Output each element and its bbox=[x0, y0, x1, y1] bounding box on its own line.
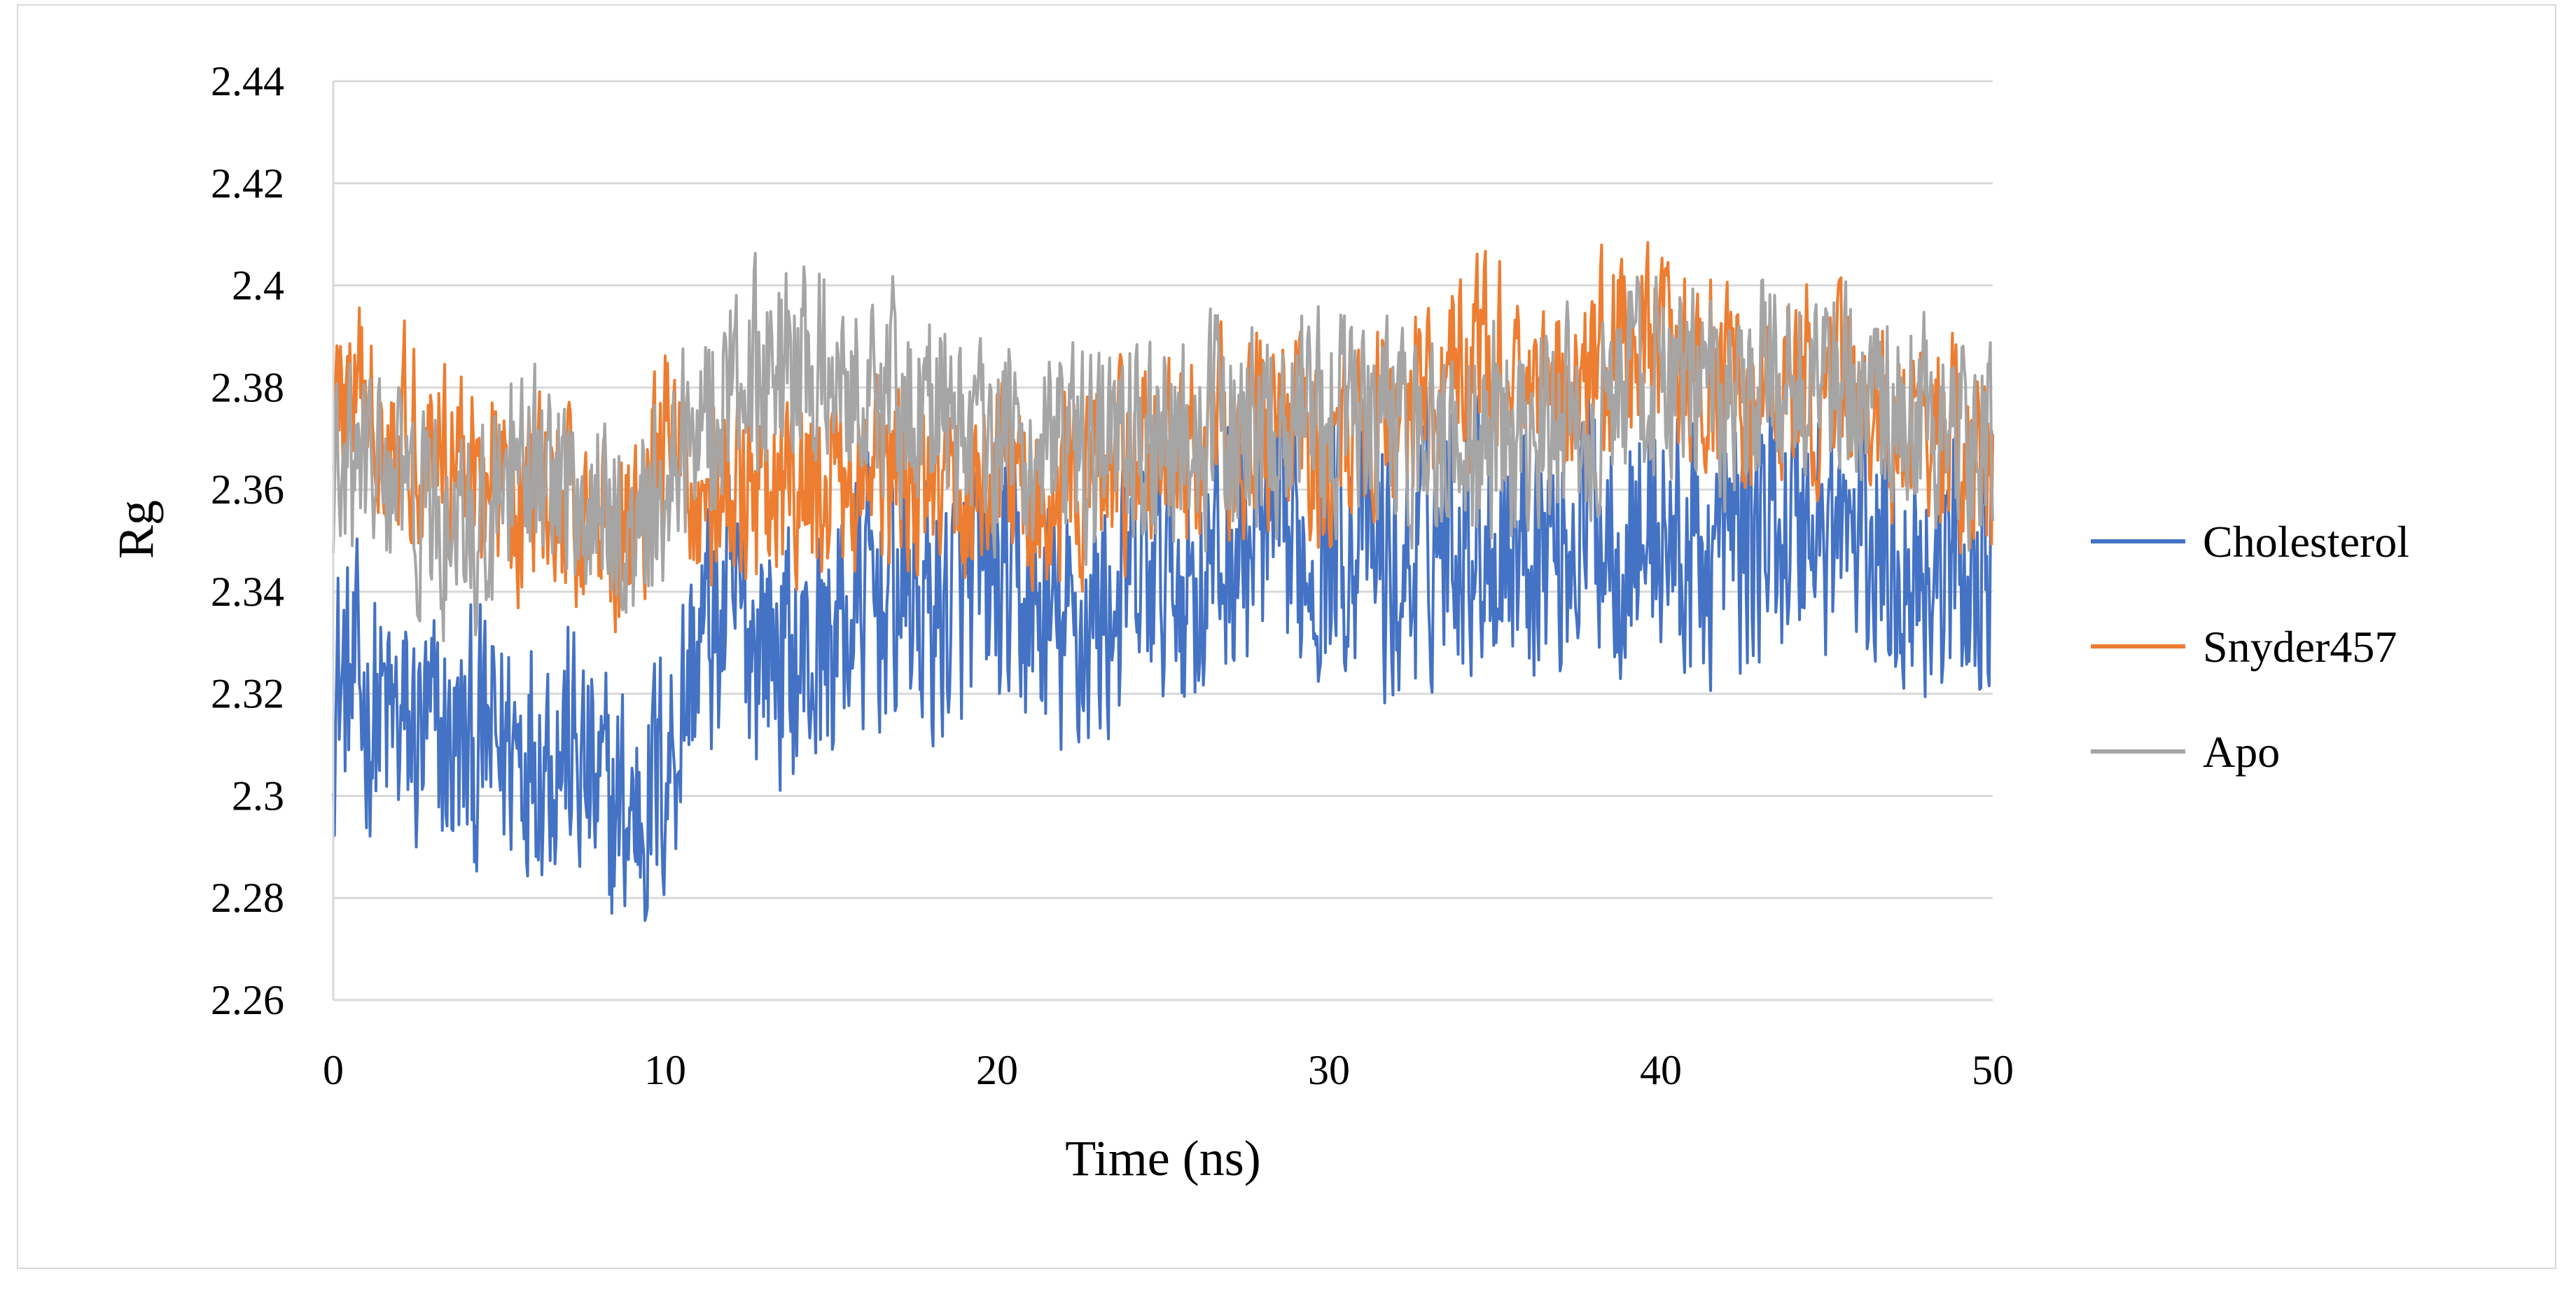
y-axis-title: Rg bbox=[108, 500, 164, 559]
rg-line-chart: 2.26 2.28 2.3 2.32 2.34 2.36 2.38 2.4 2.42 2.44 0 1… bbox=[108, 58, 2409, 1186]
y-tick-label: 2.38 bbox=[211, 364, 284, 410]
y-tick-label: 2.28 bbox=[211, 875, 284, 921]
x-tick-label: 20 bbox=[976, 1047, 1018, 1093]
x-tick-label: 30 bbox=[1308, 1047, 1350, 1093]
y-tick-label: 2.36 bbox=[211, 466, 284, 513]
legend: Cholesterol Snyder457 Apo bbox=[2091, 517, 2409, 777]
legend-label: Apo bbox=[2203, 727, 2280, 777]
y-tick-label: 2.44 bbox=[211, 58, 284, 104]
series-line-apo bbox=[332, 251, 1994, 642]
series-line-cholesterol bbox=[332, 373, 1994, 922]
y-tick-label: 2.26 bbox=[211, 977, 284, 1023]
x-axis-title: Time (ns) bbox=[1065, 1130, 1260, 1186]
legend-label: Cholesterol bbox=[2203, 517, 2409, 567]
y-tick-label: 2.3 bbox=[232, 772, 284, 819]
x-tick-label: 40 bbox=[1640, 1047, 1682, 1093]
x-tick-label: 10 bbox=[644, 1047, 686, 1093]
y-tick-label: 2.34 bbox=[211, 569, 284, 615]
axes: 2.26 2.28 2.3 2.32 2.34 2.36 2.38 2.4 2.42 2.44 0 1… bbox=[211, 58, 2014, 1093]
series-lines bbox=[332, 241, 1994, 922]
y-tick-label: 2.32 bbox=[211, 671, 284, 717]
y-tick-label: 2.42 bbox=[211, 160, 284, 207]
x-tick-label: 0 bbox=[323, 1047, 344, 1093]
x-tick-label: 50 bbox=[1972, 1047, 2014, 1093]
chart-frame: 2.26 2.28 2.3 2.32 2.34 2.36 2.38 2.4 2.42 2.44 0 1… bbox=[17, 4, 2556, 1269]
y-tick-label: 2.4 bbox=[232, 263, 284, 309]
legend-label: Snyder457 bbox=[2203, 622, 2397, 672]
